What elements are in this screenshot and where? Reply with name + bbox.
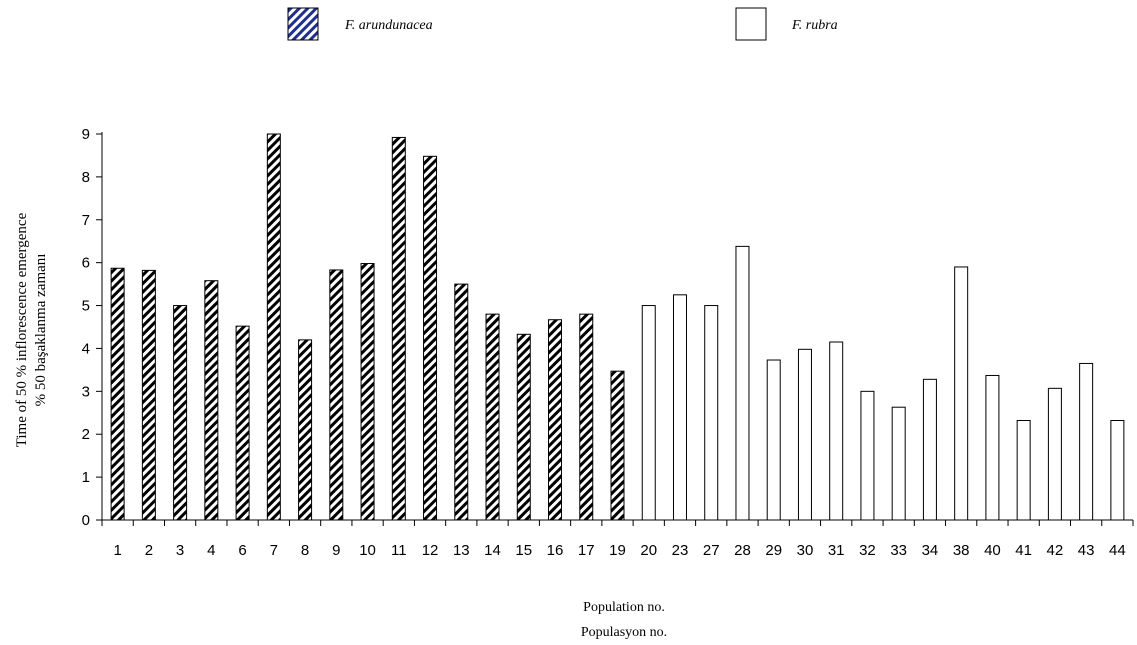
bar-population-17: [579, 313, 594, 521]
x-tick-label: 30: [797, 542, 814, 559]
bar-population-16: [548, 319, 563, 521]
x-tick-label: 14: [484, 542, 501, 559]
x-tick-label: 8: [301, 542, 309, 559]
x-axis-title-line1: Population no.: [583, 600, 665, 615]
bar-population-14: [485, 313, 500, 521]
x-tick-label: 41: [1015, 542, 1032, 559]
y-axis-title: Time of 50 % inflorescence emergence % 5…: [14, 212, 49, 447]
bar-population-27: [704, 305, 719, 521]
x-tick-label: 34: [922, 542, 939, 559]
bar-population-23: [672, 294, 687, 521]
x-tick-label: 27: [703, 542, 720, 559]
bar-population-30: [797, 348, 812, 521]
x-tick-label: 17: [578, 542, 595, 559]
x-tick-label: 43: [1078, 542, 1095, 559]
bars: [110, 133, 1125, 521]
x-tick-label: 23: [672, 542, 689, 559]
bar-population-4: [204, 280, 219, 521]
x-tick-label: 11: [391, 542, 407, 559]
bar-population-6: [235, 325, 250, 521]
x-tick-label: 19: [609, 542, 626, 559]
x-tick-label: 31: [828, 542, 845, 559]
y-tick-label: 6: [82, 255, 90, 272]
bar-population-8: [298, 339, 313, 521]
bar-population-19: [610, 370, 625, 521]
x-tick-label: 38: [953, 542, 970, 559]
bar-population-7: [266, 133, 281, 521]
bar-population-32: [860, 390, 875, 521]
bar-population-3: [173, 305, 188, 521]
bar-population-42: [1047, 387, 1062, 521]
y-tick-label: 2: [82, 426, 90, 443]
legend: F. arundunacea F. rubra: [287, 7, 838, 41]
bar-population-31: [829, 341, 844, 521]
x-tick-label: 3: [176, 542, 184, 559]
x-axis-title-line2: Populasyon no.: [581, 625, 667, 640]
x-tick-label: 1: [113, 542, 121, 559]
x-tick-label: 13: [453, 542, 470, 559]
y-tick-label: 9: [82, 126, 90, 143]
x-tick-label: 28: [734, 542, 751, 559]
x-tick-label: 16: [547, 542, 564, 559]
bar-population-40: [985, 374, 1000, 521]
x-tick-label: 9: [332, 542, 340, 559]
bar-population-43: [1079, 362, 1094, 521]
bar-population-20: [641, 305, 656, 521]
x-tick-label: 12: [422, 542, 439, 559]
x-tick-label: 7: [270, 542, 278, 559]
bar-population-2: [141, 269, 156, 521]
x-tick-label: 2: [145, 542, 153, 559]
bar-population-34: [922, 378, 937, 521]
x-tick-label: 10: [359, 542, 376, 559]
x-tick-label: 40: [984, 542, 1001, 559]
x-tick-label: 32: [859, 542, 876, 559]
bar-population-1: [110, 267, 125, 521]
bar-population-10: [360, 263, 375, 521]
y-tick-label: 7: [82, 212, 90, 229]
x-tick-label: 4: [207, 542, 215, 559]
bar-population-29: [766, 359, 781, 521]
bar-population-15: [516, 333, 531, 521]
bar-population-12: [423, 155, 438, 521]
legend-label-arundunacea: F. arundunacea: [344, 18, 433, 33]
bar-population-44: [1110, 419, 1125, 521]
bar-population-33: [891, 406, 906, 521]
bar-population-38: [954, 266, 969, 521]
y-tick-label: 5: [82, 298, 90, 315]
x-tick-label: 29: [765, 542, 782, 559]
y-tick-label: 1: [82, 469, 90, 486]
legend-swatch-rubra: [735, 7, 767, 41]
x-tick-label: 15: [515, 542, 532, 559]
y-axis-title-line2: % 50 başaklanma zamanı: [33, 254, 49, 407]
legend-label-rubra: F. rubra: [791, 18, 838, 33]
x-tick-label: 42: [1047, 542, 1064, 559]
y-tick-label: 3: [82, 383, 90, 400]
x-tick-label: 44: [1109, 542, 1126, 559]
bar-population-11: [391, 136, 406, 521]
y-axis-title-line1: Time of 50 % inflorescence emergence: [14, 212, 30, 447]
y-tick-label: 0: [82, 512, 90, 529]
bar-population-28: [735, 245, 750, 521]
bar-population-41: [1016, 419, 1031, 521]
y-tick-label: 4: [82, 340, 90, 357]
legend-swatch-arundunacea: [287, 7, 319, 41]
y-tick-label: 8: [82, 169, 90, 186]
x-tick-label: 20: [640, 542, 657, 559]
x-tick-label: 33: [890, 542, 907, 559]
bar-population-13: [454, 283, 469, 521]
bar-population-9: [329, 269, 344, 521]
x-tick-label: 6: [238, 542, 246, 559]
